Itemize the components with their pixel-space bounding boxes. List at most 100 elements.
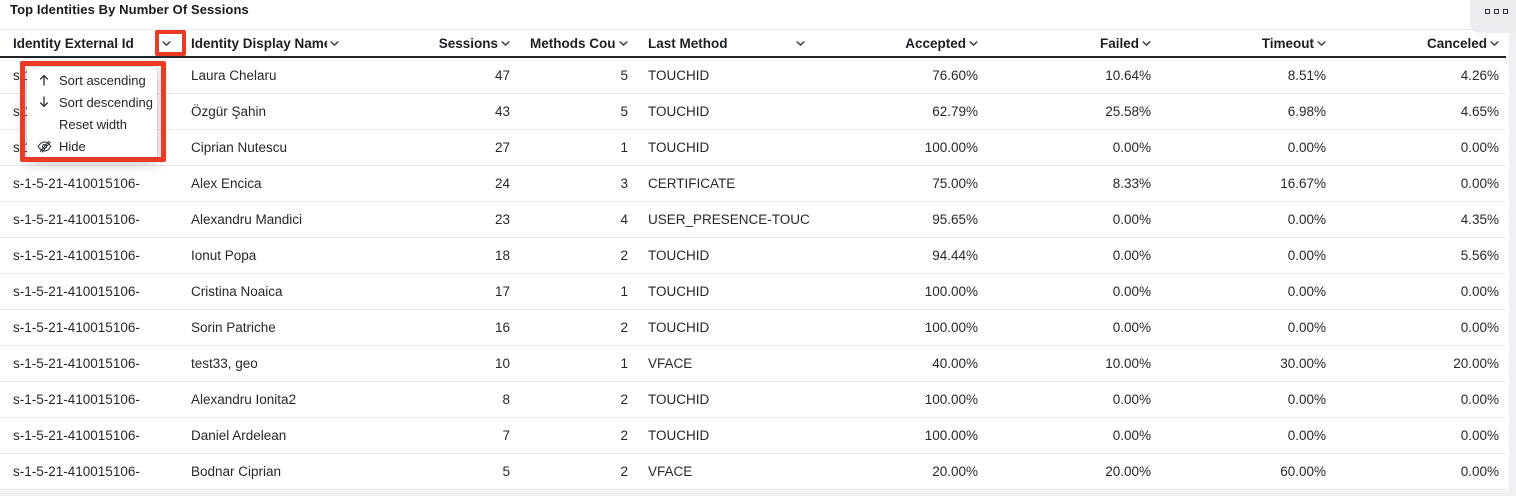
cell-failed: 0.00% (1112, 139, 1151, 155)
chevron-down-icon[interactable] (1314, 36, 1329, 51)
cell-identity-display-name: Bodnar Ciprian (191, 463, 282, 479)
cell-timeout: 30.00% (1280, 355, 1326, 371)
menu-item-hide[interactable]: Hide (27, 135, 157, 157)
column-header-label: Identity Display Name (191, 35, 327, 51)
cell-last-method: CERTIFICATE (648, 175, 736, 191)
chevron-down-icon[interactable] (1139, 36, 1154, 51)
cell-sessions: 23 (494, 211, 510, 227)
cell-accepted: 76.60% (932, 67, 978, 83)
table-row: s-1-5-21-410015106- Ionut Popa 18 2 TOUCHID 9… (0, 238, 1506, 274)
cell-methods-count: 3 (620, 175, 628, 191)
cell-failed: 0.00% (1112, 211, 1151, 227)
table-row: s-1-5-21-410015106- Bodnar Ciprian 5 2 VFACE… (0, 454, 1506, 490)
table-row: s-1-5-21-410015106- Alex Encica 24 3 CERTIFI… (0, 166, 1506, 202)
cell-timeout: 8.51% (1287, 67, 1326, 83)
table-row: s-1-5-21-410015106-Özgür Şahin435TOUCHID… (0, 94, 1506, 130)
cell-methods-count: 1 (620, 283, 628, 299)
column-header-canceled[interactable]: Canceled (1333, 30, 1506, 56)
cell-canceled: 0.00% (1460, 175, 1499, 191)
column-header-label: Last Method (648, 35, 728, 51)
chevron-down-icon[interactable] (793, 36, 808, 51)
cell-timeout: 0.00% (1287, 283, 1326, 299)
column-header-sessions[interactable]: Sessions (346, 30, 517, 56)
cell-last-method: USER_PRESENCE-TOUC (648, 211, 810, 227)
cell-sessions: 10 (494, 355, 510, 371)
cell-canceled: 0.00% (1460, 319, 1499, 335)
cell-identity-display-name: Sorin Patriche (191, 319, 276, 335)
table-row: s-1-5-21-410015106- Sorin Patriche 16 2 TOUC… (0, 310, 1506, 346)
cell-identity-display-name: Ionut Popa (191, 247, 257, 263)
chevron-down-icon[interactable] (616, 36, 631, 51)
cell-identity-display-name: Alexandru Ionita2 (191, 391, 297, 407)
cell-failed: 25.58% (1105, 103, 1151, 119)
cell-timeout: 0.00% (1287, 139, 1326, 155)
chevron-down-icon[interactable] (159, 36, 174, 51)
cell-last-method: TOUCHID (648, 283, 710, 299)
column-header-accepted[interactable]: Accepted (812, 30, 985, 56)
cell-identity-external-id: s-1-5-21-410015106- (13, 355, 140, 371)
menu-item-sort-ascending[interactable]: Sort ascending (27, 69, 157, 91)
cell-identity-external-id: s-1-5-21-410015106- (13, 175, 140, 191)
vertical-scrollbar[interactable] (1509, 33, 1516, 491)
cell-sessions: 47 (494, 67, 510, 83)
cell-failed: 0.00% (1112, 427, 1151, 443)
column-header-identity-display-name[interactable]: Identity Display Name (178, 30, 346, 56)
cell-canceled: 5.56% (1460, 247, 1499, 263)
menu-item-label: Sort descending (59, 94, 153, 110)
cell-methods-count: 2 (620, 247, 628, 263)
cell-sessions: 24 (494, 175, 510, 191)
cell-identity-external-id: s-1-5-21-410015106- (13, 391, 140, 407)
column-header-failed[interactable]: Failed (985, 30, 1158, 56)
cell-failed: 0.00% (1112, 283, 1151, 299)
cell-failed: 10.00% (1105, 355, 1151, 371)
cell-canceled: 0.00% (1460, 139, 1499, 155)
chevron-down-icon[interactable] (1487, 36, 1502, 51)
horizontal-scrollbar[interactable] (0, 491, 1516, 496)
table-row: s-1-5-21-410015106-Ciprian Nutescu271TOU… (0, 130, 1506, 166)
cell-methods-count: 1 (620, 139, 628, 155)
menu-item-reset-width[interactable]: Reset width (27, 113, 157, 135)
cell-timeout: 0.00% (1287, 211, 1326, 227)
cell-failed: 0.00% (1112, 247, 1151, 263)
cell-canceled: 0.00% (1460, 427, 1499, 443)
column-header-label: Canceled (1426, 35, 1487, 51)
column-header-identity-external-id[interactable]: Identity External Id (0, 30, 178, 56)
cell-last-method: TOUCHID (648, 67, 710, 83)
cell-identity-display-name: Ciprian Nutescu (191, 139, 288, 155)
eye-off-icon (35, 139, 53, 154)
cell-identity-display-name: Daniel Ardelean (191, 427, 287, 443)
column-header-last-method[interactable]: Last Method (635, 30, 812, 56)
chevron-down-icon[interactable] (498, 36, 513, 51)
menu-item-sort-descending[interactable]: Sort descending (27, 91, 157, 113)
panel-options-button[interactable] (1481, 4, 1511, 18)
column-header-label: Failed (1099, 35, 1139, 51)
cell-timeout: 0.00% (1287, 319, 1326, 335)
panel-header-corner (1470, 0, 1516, 33)
table-row: s-1-5-21-410015106- Alexandru Mandici 23 4 U… (0, 202, 1506, 238)
cell-last-method: TOUCHID (648, 139, 710, 155)
panel-options-icon (1502, 8, 1508, 14)
column-header-timeout[interactable]: Timeout (1158, 30, 1333, 56)
cell-timeout: 6.98% (1287, 103, 1326, 119)
cell-accepted: 62.79% (932, 103, 978, 119)
cell-methods-count: 5 (620, 67, 628, 83)
arrow-up-icon (35, 73, 53, 87)
identities-table: Identity External Id Identity Display Nam… (0, 29, 1506, 490)
cell-identity-external-id: s-1-5-21-410015106- (13, 427, 140, 443)
cell-identity-display-name: Alex Encica (191, 175, 262, 191)
cell-canceled: 4.65% (1460, 103, 1499, 119)
column-menu: Sort ascending Sort descending Reset width… (27, 67, 157, 159)
cell-accepted: 20.00% (932, 463, 978, 479)
cell-canceled: 4.35% (1460, 211, 1499, 227)
chevron-down-icon[interactable] (327, 36, 342, 51)
cell-sessions: 18 (494, 247, 510, 263)
table-row: s-1-5-21-410015106-Laura Chelaru475TOUCH… (0, 58, 1506, 94)
chevron-down-icon[interactable] (966, 36, 981, 51)
column-header-label: Methods Count (530, 35, 616, 51)
column-header-methods-count[interactable]: Methods Count (517, 30, 635, 56)
cell-timeout: 0.00% (1287, 391, 1326, 407)
panel-options-icon (1484, 8, 1490, 14)
cell-canceled: 0.00% (1460, 463, 1499, 479)
cell-accepted: 100.00% (924, 139, 978, 155)
cell-sessions: 5 (502, 463, 510, 479)
